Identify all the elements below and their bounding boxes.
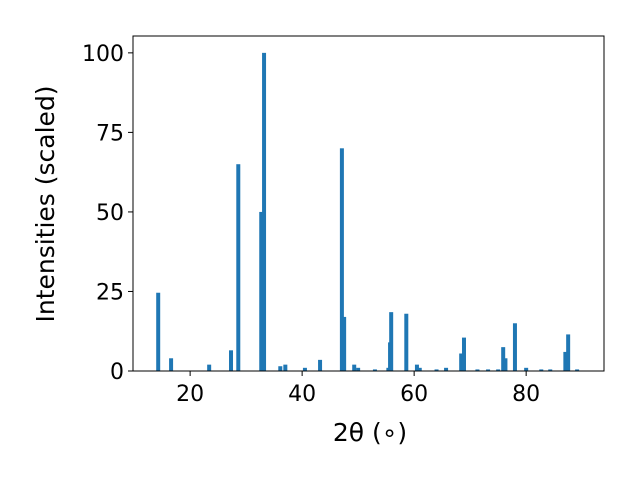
y-tick-label: 50 <box>96 201 124 226</box>
y-tick-label: 75 <box>96 121 124 146</box>
bar <box>434 369 439 371</box>
bar <box>352 364 357 371</box>
bar <box>207 364 212 371</box>
bar <box>486 369 491 371</box>
y-tick-label: 0 <box>110 360 124 385</box>
bar <box>414 364 419 371</box>
bar <box>461 337 466 371</box>
x-tick-label: 60 <box>400 382 428 407</box>
bar <box>512 323 517 371</box>
bar <box>503 358 508 371</box>
bar <box>302 367 307 371</box>
bar <box>389 312 394 371</box>
bar <box>539 369 544 371</box>
plot-frame <box>132 35 605 372</box>
bar <box>229 350 234 371</box>
bar <box>318 359 323 371</box>
bar <box>236 164 241 371</box>
bar <box>575 369 580 371</box>
bar <box>339 148 344 371</box>
bar <box>262 52 267 371</box>
bar <box>417 367 422 371</box>
bar <box>563 351 568 371</box>
bar <box>444 367 449 371</box>
bar <box>501 347 506 371</box>
x-tick-label: 20 <box>176 382 204 407</box>
bar <box>283 364 288 371</box>
bar <box>372 369 377 371</box>
bar <box>459 353 464 371</box>
x-tick-label: 80 <box>512 382 540 407</box>
y-tick-label: 100 <box>82 42 124 67</box>
bar <box>496 369 501 371</box>
x-axis-label: 2θ (∘) <box>333 418 407 447</box>
bar <box>475 369 480 371</box>
bar <box>278 366 283 371</box>
bar <box>156 292 161 371</box>
bar <box>524 367 529 371</box>
bar <box>548 369 553 371</box>
x-tick-label: 40 <box>288 382 316 407</box>
bar <box>356 367 361 371</box>
bar <box>566 334 571 371</box>
bar <box>259 211 264 371</box>
bar <box>342 316 347 371</box>
bar <box>404 313 409 371</box>
y-axis-label: Intensities (scaled) <box>31 85 60 322</box>
bar <box>169 358 174 371</box>
y-tick-label: 25 <box>96 280 124 305</box>
